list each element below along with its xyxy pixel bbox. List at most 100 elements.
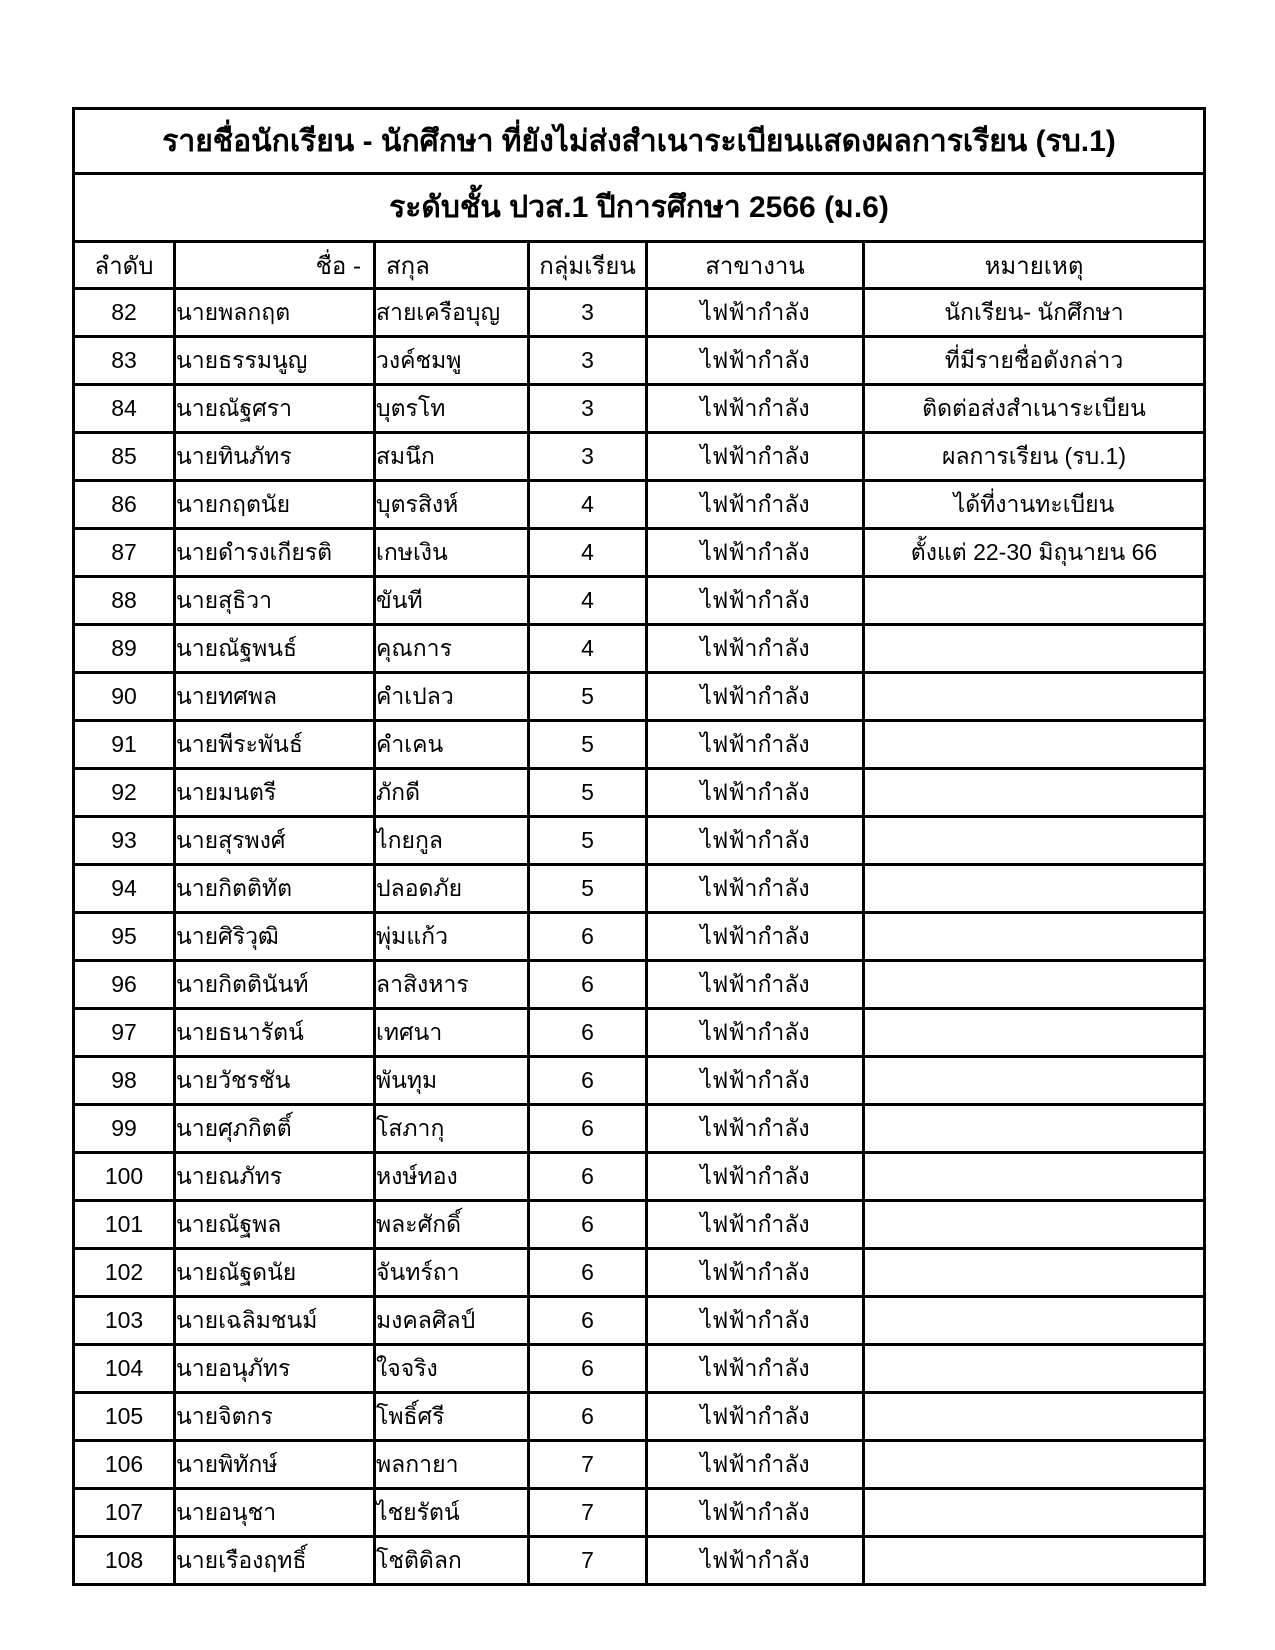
row-number-cell: 100 bbox=[72, 1151, 176, 1202]
remark-cell bbox=[861, 671, 1207, 722]
remark-cell: ผลการเรียน (รบ.1) bbox=[861, 431, 1207, 482]
column-header-no: ลำดับ bbox=[72, 240, 176, 290]
field-cell: ไฟฟ้ากำลัง bbox=[645, 719, 865, 770]
remark-cell bbox=[861, 623, 1207, 674]
column-header-row: ลำดับ ชื่อ - สกุล กลุ่มเรียน สาขางาน หมา… bbox=[72, 240, 1207, 290]
column-header-group: กลุ่มเรียน bbox=[527, 240, 648, 290]
table-row: 84 นายณัฐศรา บุตรโท 3 ไฟฟ้ากำลัง ติดต่อส… bbox=[72, 383, 1207, 434]
last-name-cell: โสภากุ bbox=[373, 1103, 530, 1154]
last-name-cell: บุตรสิงห์ bbox=[373, 479, 530, 530]
field-cell: ไฟฟ้ากำลัง bbox=[645, 1391, 865, 1442]
remark-cell bbox=[861, 959, 1207, 1010]
table-row: 98 นายวัชรชัน พันทุม 6 ไฟฟ้ากำลัง bbox=[72, 1055, 1207, 1106]
row-number-cell: 88 bbox=[72, 575, 176, 626]
first-name-cell: นายณัฐพนธ์ bbox=[173, 623, 376, 674]
table-row: 96 นายกิตตินันท์ ลาสิงหาร 6 ไฟฟ้ากำลัง bbox=[72, 959, 1207, 1010]
remark-cell bbox=[861, 1247, 1207, 1298]
field-cell: ไฟฟ้ากำลัง bbox=[645, 671, 865, 722]
first-name-cell: นายวัชรชัน bbox=[173, 1055, 376, 1106]
row-number-cell: 106 bbox=[72, 1439, 176, 1490]
group-cell: 6 bbox=[527, 1055, 648, 1106]
table-row: 101 นายณัฐพล พละศักดิ์ 6 ไฟฟ้ากำลัง bbox=[72, 1199, 1207, 1250]
last-name-cell: เกษเงิน bbox=[373, 527, 530, 578]
field-cell: ไฟฟ้ากำลัง bbox=[645, 1151, 865, 1202]
column-header-remark: หมายเหตุ bbox=[861, 240, 1207, 290]
last-name-cell: ขันที bbox=[373, 575, 530, 626]
last-name-cell: ใจจริง bbox=[373, 1343, 530, 1394]
table-row: 89 นายณัฐพนธ์ คุณการ 4 ไฟฟ้ากำลัง bbox=[72, 623, 1207, 674]
table-row: 92 นายมนตรี ภักดี 5 ไฟฟ้ากำลัง bbox=[72, 767, 1207, 818]
field-cell: ไฟฟ้ากำลัง bbox=[645, 1535, 865, 1586]
row-number-cell: 105 bbox=[72, 1391, 176, 1442]
last-name-cell: สมนึก bbox=[373, 431, 530, 482]
group-cell: 5 bbox=[527, 671, 648, 722]
last-name-cell: โพธิ์ศรี bbox=[373, 1391, 530, 1442]
row-number-cell: 95 bbox=[72, 911, 176, 962]
table-body: 82 นายพลกฤต สายเครือบุญ 3 ไฟฟ้ากำลัง นัก… bbox=[72, 287, 1207, 1586]
remark-cell bbox=[861, 911, 1207, 962]
last-name-cell: คุณการ bbox=[373, 623, 530, 674]
field-cell: ไฟฟ้ากำลัง bbox=[645, 1439, 865, 1490]
first-name-cell: นายมนตรี bbox=[173, 767, 376, 818]
field-cell: ไฟฟ้ากำลัง bbox=[645, 1247, 865, 1298]
column-header-field: สาขางาน bbox=[645, 240, 865, 290]
group-cell: 3 bbox=[527, 431, 648, 482]
row-number-cell: 103 bbox=[72, 1295, 176, 1346]
field-cell: ไฟฟ้ากำลัง bbox=[645, 1295, 865, 1346]
student-table: รายชื่อนักเรียน - นักศึกษา ที่ยังไม่ส่งส… bbox=[71, 107, 1207, 1586]
remark-cell bbox=[861, 719, 1207, 770]
field-cell: ไฟฟ้ากำลัง bbox=[645, 383, 865, 434]
table-row: 94 นายกิตติทัต ปลอดภัย 5 ไฟฟ้ากำลัง bbox=[72, 863, 1207, 914]
field-cell: ไฟฟ้ากำลัง bbox=[645, 575, 865, 626]
table-row: 90 นายทศพล คำเปลว 5 ไฟฟ้ากำลัง bbox=[72, 671, 1207, 722]
remark-cell bbox=[861, 1103, 1207, 1154]
first-name-cell: นายพีระพันธ์ bbox=[173, 719, 376, 770]
last-name-cell: ไชยรัตน์ bbox=[373, 1487, 530, 1538]
group-cell: 3 bbox=[527, 287, 648, 338]
remark-cell bbox=[861, 1151, 1207, 1202]
first-name-cell: นายเฉลิมชนม์ bbox=[173, 1295, 376, 1346]
table-row: 87 นายดำรงเกียรติ เกษเงิน 4 ไฟฟ้ากำลัง ต… bbox=[72, 527, 1207, 578]
subtitle-row: ระดับชั้น ปวส.1 ปีการศึกษา 2566 (ม.6) bbox=[71, 172, 1207, 243]
column-header-first-name: ชื่อ - bbox=[173, 240, 376, 290]
remark-cell bbox=[861, 1391, 1207, 1442]
last-name-cell: วงค์ชมพู bbox=[373, 335, 530, 386]
table-row: 100 นายณภัทร หงษ์ทอง 6 ไฟฟ้ากำลัง bbox=[72, 1151, 1207, 1202]
row-number-cell: 87 bbox=[72, 527, 176, 578]
row-number-cell: 94 bbox=[72, 863, 176, 914]
field-cell: ไฟฟ้ากำลัง bbox=[645, 1055, 865, 1106]
group-cell: 4 bbox=[527, 623, 648, 674]
row-number-cell: 102 bbox=[72, 1247, 176, 1298]
first-name-cell: นายดำรงเกียรติ bbox=[173, 527, 376, 578]
remark-cell bbox=[861, 1007, 1207, 1058]
table-row: 95 นายศิริวุฒิ พุ่มแก้ว 6 ไฟฟ้ากำลัง bbox=[72, 911, 1207, 962]
table-row: 83 นายธรรมนูญ วงค์ชมพู 3 ไฟฟ้ากำลัง ที่ม… bbox=[72, 335, 1207, 386]
field-cell: ไฟฟ้ากำลัง bbox=[645, 815, 865, 866]
table-row: 104 นายอนุภัทร ใจจริง 6 ไฟฟ้ากำลัง bbox=[72, 1343, 1207, 1394]
remark-cell bbox=[861, 1439, 1207, 1490]
row-number-cell: 93 bbox=[72, 815, 176, 866]
first-name-cell: นายณภัทร bbox=[173, 1151, 376, 1202]
row-number-cell: 107 bbox=[72, 1487, 176, 1538]
first-name-cell: นายณัฐศรา bbox=[173, 383, 376, 434]
first-name-cell: นายพลกฤต bbox=[173, 287, 376, 338]
first-name-cell: นายกฤตนัย bbox=[173, 479, 376, 530]
table-row: 105 นายจิตกร โพธิ์ศรี 6 ไฟฟ้ากำลัง bbox=[72, 1391, 1207, 1442]
row-number-cell: 89 bbox=[72, 623, 176, 674]
row-number-cell: 98 bbox=[72, 1055, 176, 1106]
group-cell: 4 bbox=[527, 575, 648, 626]
row-number-cell: 97 bbox=[72, 1007, 176, 1058]
field-cell: ไฟฟ้ากำลัง bbox=[645, 1007, 865, 1058]
table-row: 102 นายณัฐดนัย จันทร์ถา 6 ไฟฟ้ากำลัง bbox=[72, 1247, 1207, 1298]
group-cell: 4 bbox=[527, 479, 648, 530]
last-name-cell: คำเคน bbox=[373, 719, 530, 770]
remark-cell bbox=[861, 1535, 1207, 1586]
table-row: 91 นายพีระพันธ์ คำเคน 5 ไฟฟ้ากำลัง bbox=[72, 719, 1207, 770]
remark-cell: นักเรียน- นักศึกษา bbox=[861, 287, 1207, 338]
row-number-cell: 96 bbox=[72, 959, 176, 1010]
last-name-cell: คำเปลว bbox=[373, 671, 530, 722]
row-number-cell: 101 bbox=[72, 1199, 176, 1250]
table-row: 106 นายพิทักษ์ พลกายา 7 ไฟฟ้ากำลัง bbox=[72, 1439, 1207, 1490]
table-row: 97 นายธนารัตน์ เทศนา 6 ไฟฟ้ากำลัง bbox=[72, 1007, 1207, 1058]
row-number-cell: 108 bbox=[72, 1535, 176, 1586]
